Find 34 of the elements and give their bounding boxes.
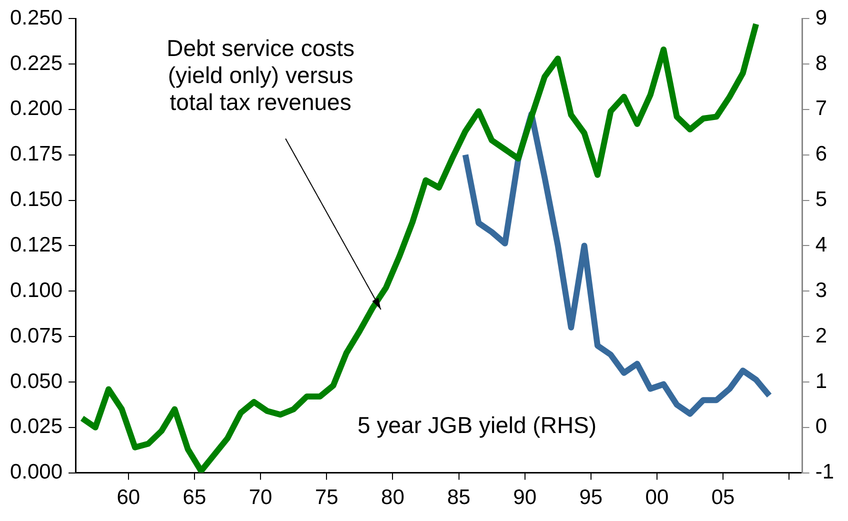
y-tick-label: 0.075 xyxy=(10,324,63,348)
x-tick-label: 65 xyxy=(182,486,206,510)
y2-tick-label: 4 xyxy=(815,233,828,256)
y-tick-label: 0.000 xyxy=(10,460,63,484)
y2-tick-label: 0 xyxy=(815,415,828,438)
y2-tick-label: 7 xyxy=(815,97,828,120)
x-tick-label: 05 xyxy=(711,486,735,510)
y2-tick-label: 3 xyxy=(815,278,828,302)
annotation: 5 year JGB yield (RHS) xyxy=(358,412,597,438)
y-tick-label: 0.150 xyxy=(10,188,63,212)
x-tick-label: 00 xyxy=(645,486,669,510)
x-tick-label: 70 xyxy=(248,486,272,510)
y2-tick-label: 5 xyxy=(815,188,828,212)
x-tick-label: 75 xyxy=(314,486,338,510)
y-tick-label: 0.175 xyxy=(10,142,63,166)
y2-tick-label: 2 xyxy=(815,324,828,348)
y-tick-label: 0.225 xyxy=(10,52,63,75)
x-tick-label: 95 xyxy=(579,486,603,510)
y-tick-label: 0.025 xyxy=(10,415,63,438)
y-tick-label: 0.100 xyxy=(10,278,63,302)
x-tick-label: 80 xyxy=(381,486,404,510)
y2-tick-label: -1 xyxy=(815,460,834,484)
y2-tick-label: 9 xyxy=(815,6,828,30)
y2-tick-label: 6 xyxy=(815,142,828,166)
x-tick-label: 60 xyxy=(116,486,140,510)
x-tick-label: 90 xyxy=(513,486,537,510)
annotation: Debt service costs (yield only) versus total tax revenues xyxy=(166,34,355,115)
y-tick-label: 0.200 xyxy=(10,97,63,120)
y2-tick-label: 1 xyxy=(815,370,828,393)
y-tick-label: 0.125 xyxy=(10,233,63,256)
y-tick-label: 0.050 xyxy=(10,370,63,393)
x-tick-label: 85 xyxy=(447,486,470,510)
y-tick-label: 0.250 xyxy=(10,6,63,30)
y2-tick-label: 8 xyxy=(815,52,828,75)
